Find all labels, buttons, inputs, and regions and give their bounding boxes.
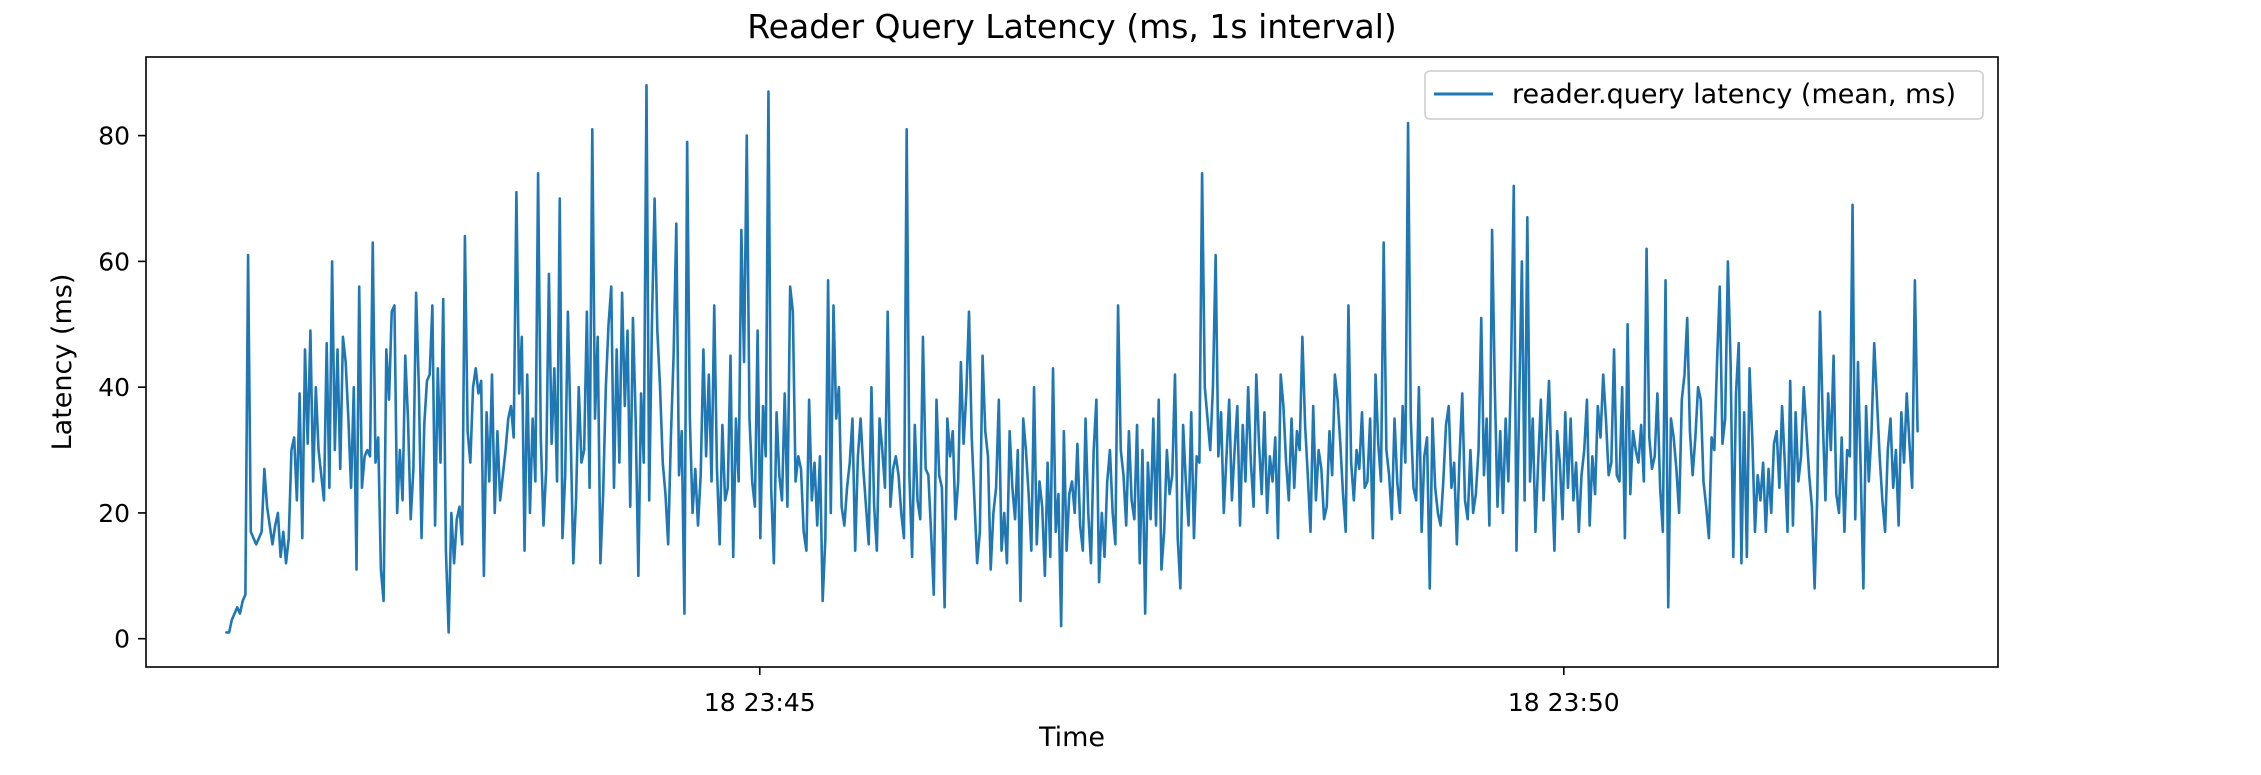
y-tick-label: 60 — [98, 247, 130, 276]
y-axis: 0 20 40 60 80 — [98, 122, 146, 654]
legend-label: reader.query latency (mean, ms) — [1512, 79, 1956, 110]
legend: reader.query latency (mean, ms) — [1424, 70, 1984, 120]
series-line-0 — [225, 84, 1919, 634]
x-tick-label: 18 23:45 — [704, 688, 816, 717]
x-axis-label: Time — [1038, 722, 1105, 753]
series-layer — [225, 84, 1919, 634]
y-tick-label: 20 — [98, 499, 130, 528]
chart-title: Reader Query Latency (ms, 1s interval) — [747, 7, 1397, 46]
y-tick-label: 0 — [114, 625, 130, 654]
plot-frame — [145, 56, 1999, 668]
x-axis: 18 23:45 18 23:50 — [704, 667, 1620, 717]
legend-box — [1424, 70, 1984, 120]
x-tick-label: 18 23:50 — [1508, 688, 1620, 717]
y-tick-label: 40 — [98, 373, 130, 402]
y-tick-label: 80 — [98, 122, 130, 151]
y-axis-label: Latency (ms) — [47, 274, 78, 451]
